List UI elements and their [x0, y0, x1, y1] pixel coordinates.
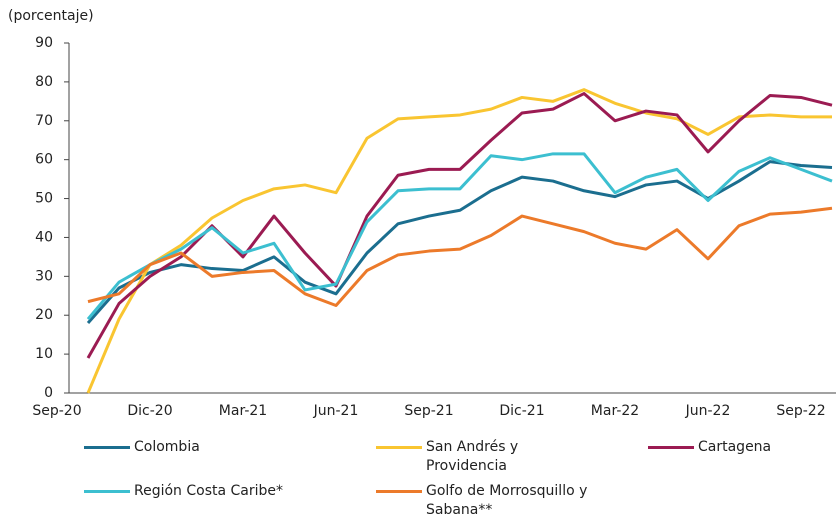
y-tick-label: 80: [35, 74, 53, 90]
x-tick-label: Sep-22: [776, 403, 825, 419]
x-tick-label: Jun-21: [313, 403, 359, 419]
legend-swatch: [84, 446, 130, 449]
legend-swatch: [376, 490, 422, 493]
legend-label: San Andrés y Providencia: [426, 439, 519, 474]
series-line: [86, 152, 833, 321]
y-tick-label: 10: [35, 346, 53, 362]
legend-item: Cartagena: [648, 438, 836, 457]
y-tick-label: 90: [35, 35, 53, 51]
series-line: [86, 88, 832, 394]
legend-swatch: [376, 446, 422, 449]
x-tick-label: Mar-22: [591, 403, 639, 419]
legend-label: Colombia: [134, 439, 200, 455]
chart: (porcentaje) 0 10 20 30 40 50 60 70 80 90 Sep-20 Di…: [8, 8, 836, 419]
legend-item: Región Costa Caribe*: [84, 482, 309, 501]
legend-item: San Andrés y Providencia: [376, 438, 601, 476]
x-tick-label: Dic-21: [499, 403, 544, 419]
y-tick-label: 40: [35, 229, 53, 245]
legend-swatch: [84, 490, 130, 493]
legend-label: Región Costa Caribe*: [134, 483, 284, 499]
y-tick-label: 70: [35, 113, 53, 129]
x-tick-label: Mar-21: [219, 403, 267, 419]
legend-item: Colombia: [84, 438, 309, 457]
series-line: [87, 206, 833, 307]
legend-label: Cartagena: [698, 439, 772, 455]
series-line: [86, 160, 833, 324]
y-axis-label: (porcentaje): [8, 8, 94, 24]
legend-swatch: [648, 446, 694, 449]
y-tick-label: 0: [44, 385, 53, 401]
series-line: [86, 92, 833, 359]
x-tick-label: Sep-20: [32, 403, 81, 419]
x-tick-label: Sep-21: [404, 403, 453, 419]
x-tick-label: Jun-22: [685, 403, 731, 419]
y-tick-label: 20: [35, 307, 53, 323]
legend-label: Golfo de Morrosquillo y Sabana**: [426, 483, 588, 518]
y-tick-label: 30: [35, 268, 53, 284]
x-tick-label: Dic-20: [127, 403, 172, 419]
legend-item: Golfo de Morrosquillo y Sabana**: [376, 482, 601, 520]
y-tick-label: 50: [35, 191, 53, 207]
y-tick-label: 60: [35, 152, 53, 168]
